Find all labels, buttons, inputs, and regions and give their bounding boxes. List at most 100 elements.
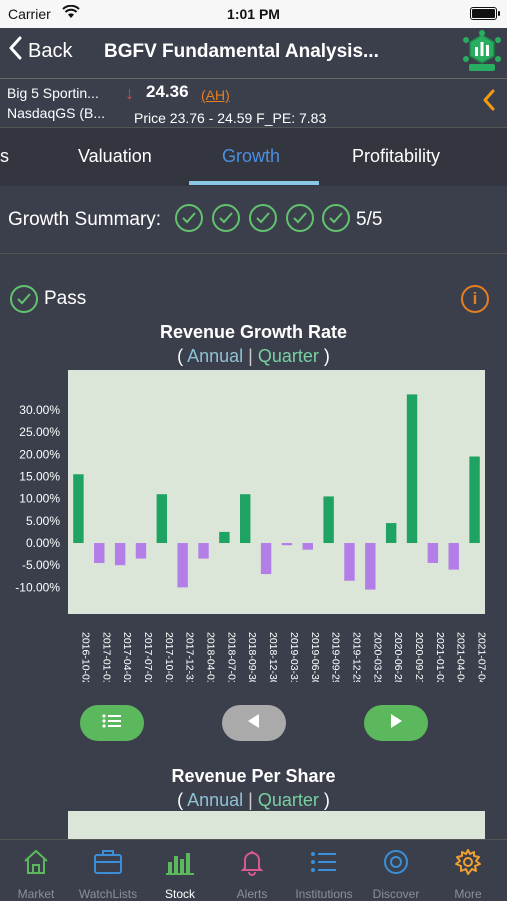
pass-label: Pass (44, 288, 87, 309)
chart-bar[interactable] (177, 543, 188, 588)
tab-label: WatchLists (78, 887, 138, 901)
tab-indicators[interactable]: rs (0, 146, 9, 166)
home-icon (0, 845, 72, 879)
analysis-tabs: rs Valuation Growth Profitability (0, 128, 507, 186)
tab-more[interactable]: More (432, 845, 504, 901)
revenue-growth-card: Pass i Revenue Growth Rate ( Annual | Qu… (0, 254, 507, 839)
x-tick-label: 2020-09-27 (413, 632, 425, 682)
y-tick-label: 20.00% (19, 447, 60, 461)
back-button[interactable]: Back (8, 36, 72, 66)
page-title: BGFV Fundamental Analysis... (104, 41, 379, 62)
paren-close: ) (323, 346, 330, 366)
x-tick-label: 2018-04-01 (205, 632, 217, 682)
chart-bar[interactable] (448, 543, 459, 570)
after-hours-link[interactable]: (AH) (201, 87, 230, 103)
chart-bar[interactable] (344, 543, 355, 581)
chart-bar[interactable] (135, 543, 147, 559)
y-tick-label: 0.00% (26, 536, 60, 550)
y-tick-label: -5.00% (22, 558, 60, 572)
triangle-left-icon (248, 713, 260, 733)
bottom-tab-bar: Market WatchLists Stock Alerts Instituti… (0, 839, 507, 901)
x-tick-label: 2021-07-04 (476, 632, 488, 682)
x-tick-label: 2020-03-29 (371, 632, 383, 682)
tab-market[interactable]: Market (0, 845, 72, 901)
tab-watchlists[interactable]: WatchLists (72, 845, 144, 901)
y-tick-label: 10.00% (19, 492, 60, 506)
status-bar: Carrier 1:01 PM (0, 0, 507, 28)
chart-bar[interactable] (240, 494, 251, 544)
chart-bar[interactable] (198, 543, 209, 559)
list-icon (288, 845, 360, 879)
growth-summary: Growth Summary: 5/5 (0, 186, 507, 254)
quarter-toggle-2[interactable]: Quarter (257, 790, 319, 810)
chart-bar[interactable] (219, 531, 230, 544)
last-price: 24.36 (146, 82, 189, 101)
period-toggle: ( Annual | Quarter ) (0, 346, 507, 367)
tab-valuation[interactable]: Valuation (78, 146, 152, 166)
check-circle-icon (322, 204, 350, 232)
tab-growth[interactable]: Growth (222, 146, 281, 166)
chart-bar[interactable] (73, 474, 84, 544)
chart-bar[interactable] (94, 543, 105, 563)
x-tick-label: 2019-03-31 (288, 632, 300, 682)
quote-header: Big 5 Sportin... NasdaqGS (B... ↓ 24.36 … (0, 78, 507, 128)
chart-bar[interactable] (427, 543, 439, 563)
tab-label: More (454, 887, 482, 901)
chart-bar[interactable] (302, 543, 313, 550)
y-tick-label: -10.00% (15, 580, 60, 594)
chart-bar[interactable] (114, 543, 126, 566)
annual-toggle-2[interactable]: Annual (187, 790, 244, 810)
check-circle-icon (10, 285, 38, 313)
bell-icon (216, 845, 288, 879)
chart-title: Revenue Growth Rate (159, 322, 348, 342)
chart-bar[interactable] (281, 543, 293, 546)
quarter-toggle[interactable]: Quarter (257, 346, 319, 366)
chart-bar[interactable] (385, 523, 397, 544)
info-icon[interactable]: i (461, 285, 489, 313)
triangle-right-icon (390, 713, 402, 733)
chevron-left-icon (8, 36, 22, 66)
next-button[interactable] (364, 705, 428, 741)
chart-bar[interactable] (406, 394, 418, 544)
chart-bar[interactable] (260, 543, 272, 575)
y-tick-label: 30.00% (19, 403, 60, 417)
toggle-separator: | (248, 346, 253, 366)
back-label: Back (28, 39, 73, 62)
chart-bar[interactable] (323, 496, 334, 544)
bar-chart-icon (144, 845, 216, 879)
growth-summary-label: Growth Summary: (8, 209, 162, 230)
battery-icon (470, 7, 500, 20)
tab-label: Discover (372, 887, 420, 901)
tab-discover[interactable]: Discover (360, 845, 432, 901)
chart-bar[interactable] (156, 494, 168, 544)
annual-toggle[interactable]: Annual (187, 346, 244, 366)
x-tick-label: 2017-12-31 (184, 632, 196, 682)
company-name: Big 5 Sportin... (7, 85, 99, 101)
arrow-down-icon: ↓ (125, 83, 134, 103)
list-button[interactable] (80, 705, 144, 741)
revenue-growth-chart: 30.00% 25.00% 20.00% 15.00% 10.00% 5.00% 0.00%… (15, 370, 488, 682)
check-circle-icon (212, 204, 240, 232)
tab-stock[interactable]: Stock (144, 845, 216, 901)
clock: 1:01 PM (227, 6, 280, 22)
tab-alerts[interactable]: Alerts (216, 845, 288, 901)
previous-button[interactable] (222, 705, 286, 741)
revenue-per-share-chart (68, 811, 485, 839)
chevron-left-icon[interactable] (483, 89, 495, 117)
chart-bar[interactable] (365, 543, 376, 590)
tab-label: Market (17, 887, 55, 901)
x-tick-label: 2017-01-01 (100, 632, 112, 682)
x-tick-label: 2018-12-30 (267, 632, 279, 682)
tab-label: Stock (164, 887, 195, 901)
briefcase-icon (72, 845, 144, 879)
tab-label: Institutions (295, 887, 353, 901)
paren-close: ) (323, 790, 330, 810)
chart-bar[interactable] (469, 456, 480, 544)
tab-institutions[interactable]: Institutions (288, 845, 360, 901)
wifi-icon (62, 4, 80, 22)
toggle-separator: | (248, 790, 253, 810)
exchange-label: NasdaqGS (B... (7, 105, 106, 121)
carrier-label: Carrier (8, 6, 51, 22)
tab-profitability[interactable]: Profitability (352, 146, 441, 166)
turtle-logo-icon[interactable] (461, 30, 503, 74)
